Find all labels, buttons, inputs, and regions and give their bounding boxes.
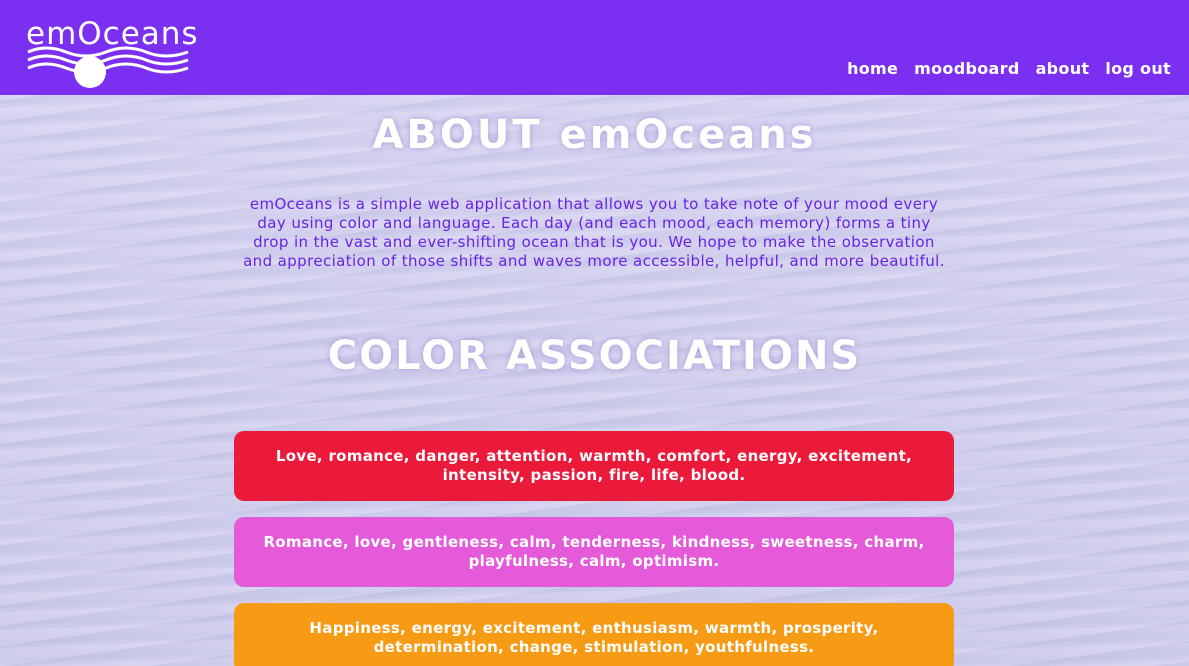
- nav-log-out[interactable]: log out: [1105, 59, 1171, 78]
- color-card-red: Love, romance, danger, attention, warmth…: [234, 431, 954, 501]
- color-cards: Love, romance, danger, attention, warmth…: [234, 431, 954, 666]
- about-title: ABOUT emOceans: [372, 112, 817, 158]
- logo-text: emOceans: [26, 16, 199, 52]
- color-card-text: Romance, love, gentleness, calm, tendern…: [263, 533, 925, 570]
- navbar: emOceans home moodboard about log out: [0, 0, 1189, 95]
- color-card-text: Happiness, energy, excitement, enthusias…: [309, 619, 879, 656]
- color-card-pink: Romance, love, gentleness, calm, tendern…: [234, 517, 954, 587]
- logo-waves-icon: [27, 46, 189, 88]
- color-associations-title: COLOR ASSOCIATIONS: [327, 333, 862, 379]
- nav-about[interactable]: about: [1035, 59, 1090, 78]
- logo[interactable]: emOceans: [26, 10, 199, 90]
- color-card-orange: Happiness, energy, excitement, enthusias…: [234, 603, 954, 666]
- nav-moodboard[interactable]: moodboard: [914, 59, 1020, 78]
- nav-home[interactable]: home: [847, 59, 899, 78]
- nav-links: home moodboard about log out: [847, 59, 1171, 78]
- about-description: emOceans is a simple web application tha…: [243, 195, 945, 270]
- color-card-text: Love, romance, danger, attention, warmth…: [275, 447, 913, 484]
